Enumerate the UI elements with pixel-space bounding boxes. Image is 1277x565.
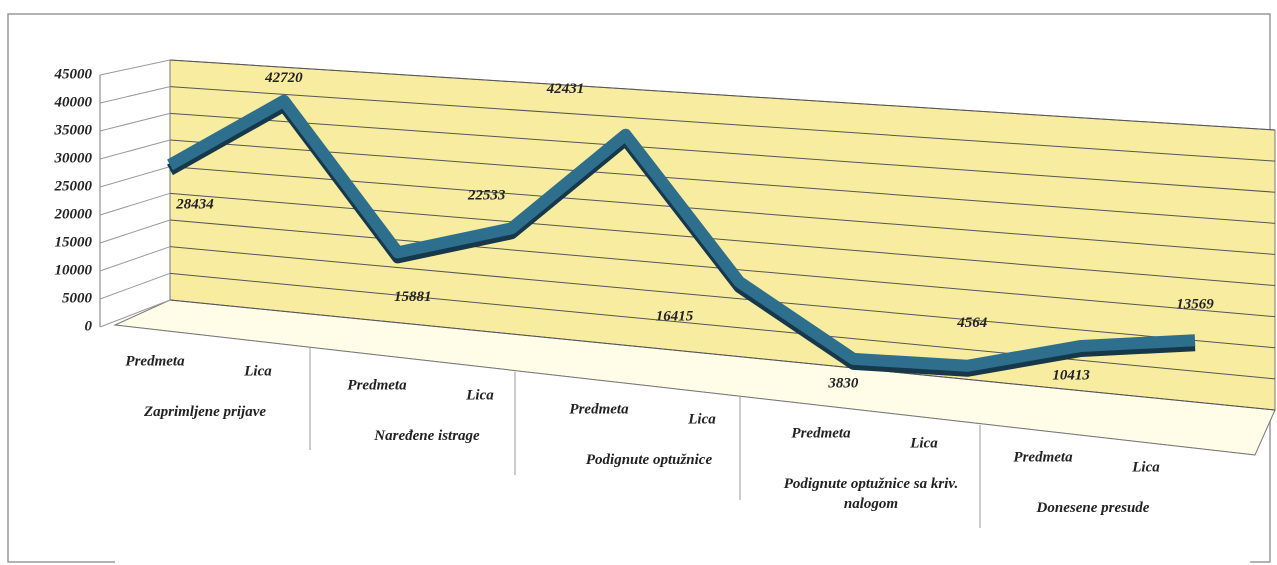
group-label: Naređene istrage [374,428,480,444]
tick-line [99,192,171,216]
y-tick-label: 35000 [54,122,93,138]
group-label: Podignute optužnice sa kriv. nalogom [783,476,959,512]
line [167,94,1196,372]
grid-line [169,166,1276,255]
x-tick-label: Predmeta [1013,449,1073,465]
x-tick-label: Lica [909,435,938,451]
grid-line [169,112,1276,193]
data-label: 22533 [467,188,506,204]
y-tick-label: 10000 [55,262,93,278]
tick-line [99,246,171,272]
data-label: 10413 [1052,367,1090,383]
grid-line [169,246,1276,349]
data-label: 42720 [264,70,303,86]
data-label: 4564 [956,315,988,331]
data-label: 16415 [656,308,694,324]
tick-line [99,166,171,188]
tick-line [99,139,171,160]
y-tick-label: 5000 [62,290,93,306]
group-label: Zaprimljene prijave [143,404,267,420]
data-label: 42431 [546,81,585,97]
tick-line [99,59,171,76]
group-label: Donesene presude [1036,500,1150,516]
floor-edge [114,324,1256,456]
tick-line [99,299,171,328]
data-label: 13569 [1176,297,1214,313]
y-tick-label: 25000 [54,178,93,194]
tick-line [99,112,171,132]
y-tick-label: 30000 [54,150,93,166]
tick-line [99,272,171,300]
x-tick-label: Lica [1131,459,1160,475]
tick-line [99,86,171,104]
x-tick-label: Lica [243,363,272,379]
x-tick-label: Predmeta [569,401,629,417]
grid-line [169,299,1276,411]
x-tick-label: Lica [465,387,494,403]
x-tick-label: Predmeta [791,425,851,441]
y-tick-label: 20000 [54,206,93,222]
y-tick-label: 45000 [54,66,93,82]
label-area [115,325,1255,565]
y-tick-label: 0 [85,318,93,334]
data-label: 28434 [175,196,214,212]
y-tick-label: 40000 [54,94,93,110]
data-label: 15881 [394,289,432,305]
x-tick-label: Lica [687,411,716,427]
y-tick-label: 15000 [55,234,93,250]
tick-line [99,219,171,244]
grid-line [169,59,1276,131]
x-tick-label: Predmeta [347,377,407,393]
grid-line [169,272,1276,380]
group-label: Podignute optužnice [585,452,713,468]
grid-line [169,86,1276,162]
x-tick-label: Predmeta [125,353,185,369]
grid-line [169,139,1276,224]
data-label: 3830 [827,375,859,391]
